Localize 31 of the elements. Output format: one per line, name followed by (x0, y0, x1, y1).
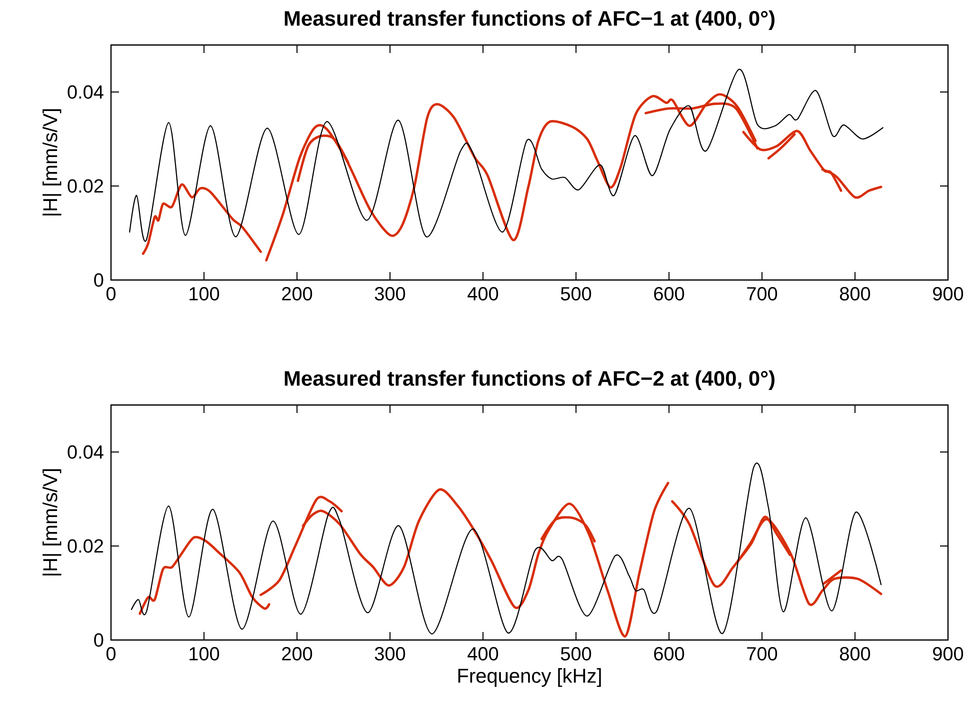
x-tick-label: 300 (374, 287, 406, 300)
y-tick-label: 0 (94, 633, 104, 647)
x-tick-label: 300 (374, 647, 406, 660)
x-tick-label: 600 (654, 647, 684, 660)
x-tick-label: 0 (106, 287, 116, 300)
x-tick-label: 400 (468, 287, 498, 300)
y-tick-label: 0.04 (68, 85, 104, 99)
x-tick-label: 900 (933, 287, 964, 300)
x-tick-label: 200 (282, 647, 312, 660)
x-tick-label: 400 (468, 647, 498, 660)
x-tick-label: 500 (560, 287, 592, 300)
chart-title: Measured transfer functions of AFC−2 at (400, 0°) (284, 370, 774, 390)
y-tick-label: 0.02 (68, 539, 104, 553)
x-axis-title: Frequency [kHz] (458, 668, 601, 687)
x-tick-label: 600 (654, 287, 684, 300)
chart-title: Measured transfer functions of AFC−1 at (400, 0°) (284, 10, 774, 30)
x-tick-label: 800 (840, 647, 870, 660)
x-tick-label: 700 (747, 287, 778, 300)
x-tick-label: 200 (282, 287, 312, 300)
x-tick-label: 100 (190, 287, 220, 300)
x-tick-label: 500 (560, 647, 592, 660)
y-axis-title: |H| [mm/s/V] (42, 109, 62, 216)
x-tick-label: 800 (840, 287, 870, 300)
y-tick-label: 0 (94, 273, 104, 287)
y-tick-label: 0.04 (68, 445, 104, 459)
x-tick-label: 700 (747, 647, 778, 660)
x-tick-label: 900 (933, 647, 964, 660)
y-axis-title: |H| [mm/s/V] (42, 469, 62, 576)
x-tick-label: 0 (106, 647, 116, 660)
y-tick-label: 0.02 (68, 179, 104, 193)
x-tick-label: 100 (190, 647, 220, 660)
